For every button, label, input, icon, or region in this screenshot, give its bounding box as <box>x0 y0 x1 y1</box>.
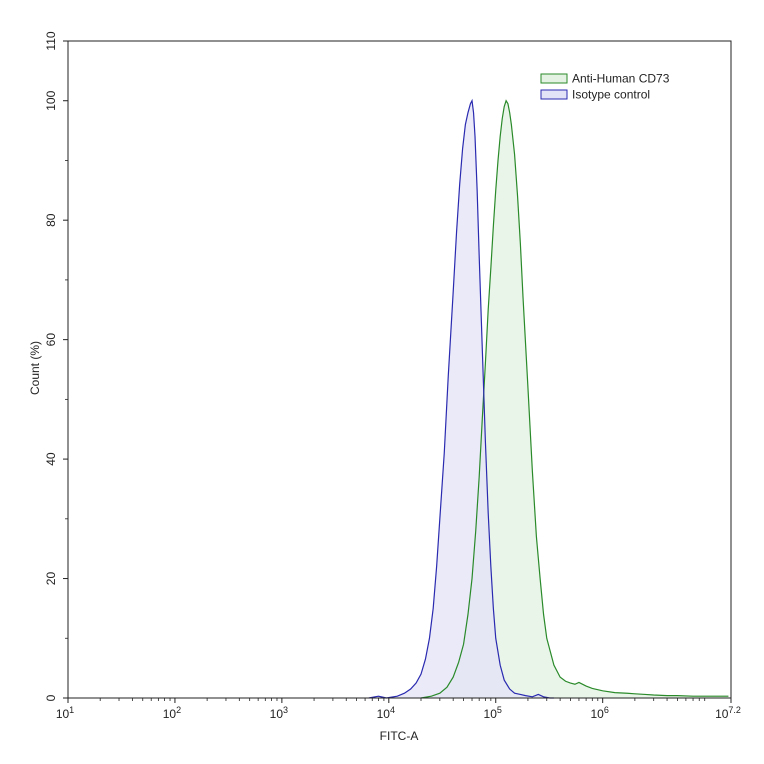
y-axis-title: Count (%) <box>28 341 42 395</box>
y-tick-label: 40 <box>44 452 58 466</box>
axes-layer: 101 102 103 104 105 106 107.2 0 20 40 60 80 100 110 <box>44 31 741 721</box>
legend-label: Isotype control <box>572 88 650 102</box>
series-fill-1 <box>368 100 554 699</box>
y-tick-label: 110 <box>44 31 58 50</box>
plot-frame <box>67 40 732 699</box>
x-tick-label: 106 <box>590 705 608 721</box>
y-tick-label: 100 <box>44 90 58 110</box>
legend-swatch <box>540 89 568 100</box>
x-axis-title: FITC-A <box>380 729 419 743</box>
x-tick-label: 105 <box>484 705 502 721</box>
y-tick-label: 80 <box>44 213 58 227</box>
legend-label: Anti-Human CD73 <box>572 72 670 86</box>
series-line-1 <box>368 98 554 699</box>
series-line-0 <box>420 99 729 699</box>
legend-swatch <box>540 73 568 84</box>
y-tick-label: 20 <box>44 572 58 586</box>
y-tick-label: 60 <box>44 333 58 347</box>
series-fill-0 <box>421 100 729 699</box>
x-tick-label: 101 <box>56 705 74 721</box>
series-layer <box>368 98 729 699</box>
x-tick-label: 103 <box>270 705 288 721</box>
x-tick-label: 104 <box>377 705 395 721</box>
legend: Anti-Human CD73 Isotype control <box>540 72 670 102</box>
x-tick-label: 107.2 <box>715 705 741 721</box>
y-tick-label: 0 <box>44 694 58 701</box>
x-tick-label: 102 <box>163 705 181 721</box>
